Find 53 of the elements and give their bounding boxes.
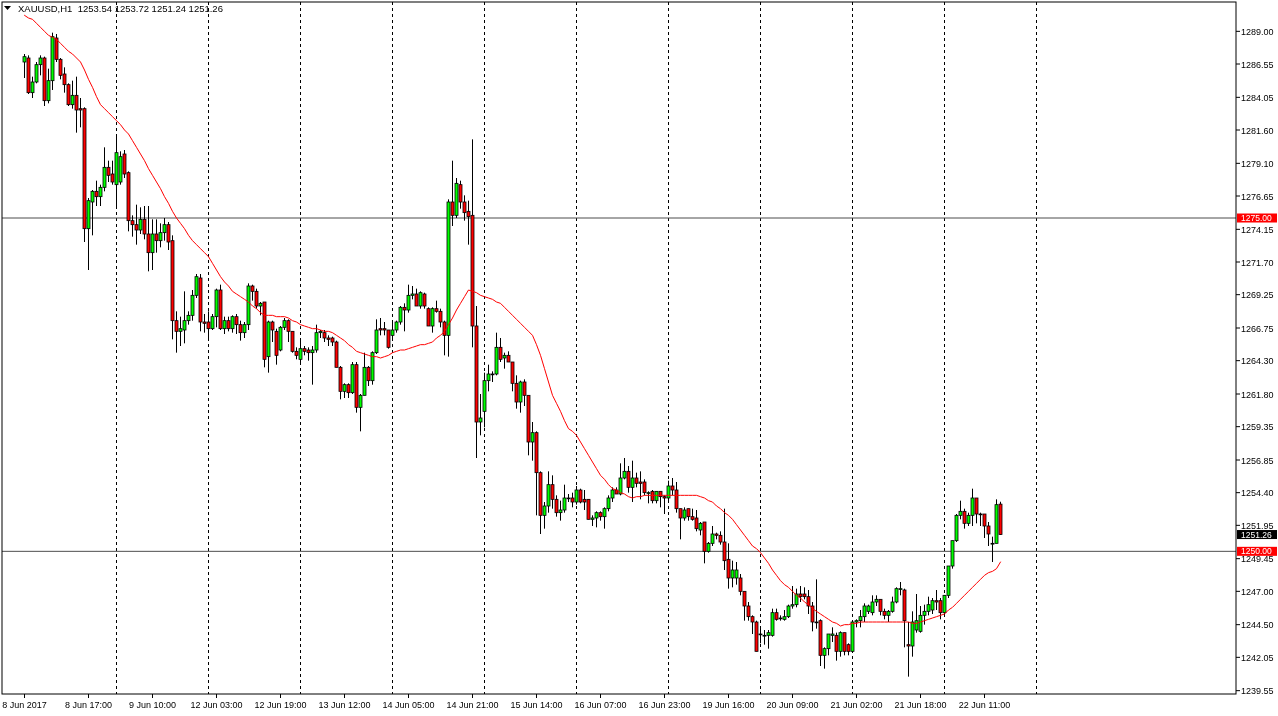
y-tick-label: 1249.45 bbox=[1241, 554, 1274, 565]
y-tick-label: 1266.75 bbox=[1241, 323, 1274, 334]
text: 1251.26 bbox=[1241, 529, 1272, 540]
y-tick-label: 1247.00 bbox=[1241, 586, 1274, 597]
y-tick-label: 1261.80 bbox=[1241, 389, 1274, 400]
x-tick-label: 12 Jun 03:00 bbox=[190, 700, 243, 710]
y-tick-label: 1269.25 bbox=[1241, 290, 1274, 301]
candlestick bbox=[730, 560, 735, 588]
y-tick-label: 1271.70 bbox=[1241, 257, 1274, 268]
x-tick-label: 8 Jun 2017 bbox=[2, 700, 47, 710]
candlestick bbox=[70, 80, 75, 110]
x-tick-label: 14 Jun 05:00 bbox=[382, 700, 435, 710]
y-tick-label: 1289.00 bbox=[1241, 26, 1274, 37]
candlestick bbox=[934, 589, 939, 611]
candlestick bbox=[134, 204, 139, 246]
x-tick-label: 12 Jun 19:00 bbox=[254, 700, 307, 710]
candlestick bbox=[74, 76, 79, 134]
y-tick-label: 1274.15 bbox=[1241, 224, 1274, 235]
y-tick-label: 1286.55 bbox=[1241, 59, 1274, 70]
candlestick bbox=[146, 205, 151, 272]
y-tick-label: 1242.05 bbox=[1241, 652, 1274, 663]
y-tick-label: 1259.35 bbox=[1241, 422, 1274, 433]
y-tick-label: 1276.65 bbox=[1241, 191, 1274, 202]
x-tick-label: 13 Jun 12:00 bbox=[318, 700, 371, 710]
ref-line-label: 1250.00 bbox=[1241, 546, 1272, 557]
y-tick-label: 1264.30 bbox=[1241, 356, 1274, 367]
candlestick bbox=[94, 180, 99, 207]
y-tick-label: 1251.95 bbox=[1241, 520, 1274, 531]
candlestick bbox=[794, 588, 799, 608]
y-tick-label: 1254.40 bbox=[1241, 488, 1274, 499]
x-tick-label: 8 Jun 17:00 bbox=[64, 700, 113, 710]
y-tick-label: 1279.10 bbox=[1241, 158, 1274, 169]
x-tick-label: 19 Jun 16:00 bbox=[702, 700, 755, 710]
ref-line-label: 1275.00 bbox=[1241, 213, 1272, 223]
x-tick-label: 21 Jun 02:00 bbox=[830, 700, 883, 710]
y-tick-label: 1256.85 bbox=[1241, 455, 1274, 466]
chart-title: XAUUSD,H1 1253.54 1253.72 1251.24 1251.26 bbox=[18, 3, 223, 14]
y-tick-label: 1239.55 bbox=[1241, 686, 1274, 697]
y-tick-label: 1284.05 bbox=[1241, 92, 1274, 103]
x-tick-label: 16 Jun 23:00 bbox=[638, 700, 691, 710]
x-tick-label: 16 Jun 07:00 bbox=[574, 700, 627, 710]
y-tick-label: 1244.50 bbox=[1241, 620, 1274, 631]
x-tick-label: 15 Jun 14:00 bbox=[510, 700, 563, 710]
x-tick-label: 22 Jun 11:00 bbox=[958, 700, 1011, 710]
x-tick-label: 14 Jun 21:00 bbox=[446, 700, 499, 710]
x-tick-label: 20 Jun 09:00 bbox=[766, 700, 819, 710]
candlestick bbox=[974, 497, 979, 524]
candlestick bbox=[150, 218, 155, 271]
y-tick-label: 1281.60 bbox=[1241, 125, 1274, 136]
candlestick bbox=[838, 630, 843, 658]
x-tick-label: 21 Jun 18:00 bbox=[894, 700, 947, 710]
candlestick bbox=[154, 218, 159, 254]
x-tick-label: 9 Jun 10:00 bbox=[128, 700, 177, 710]
